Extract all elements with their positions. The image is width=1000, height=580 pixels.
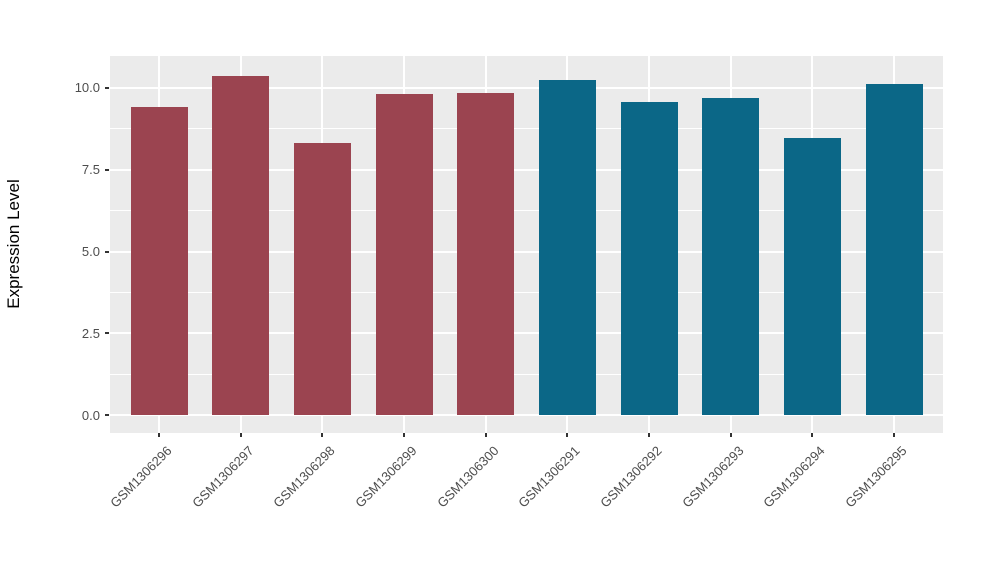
bar-GSM1306298 [293, 143, 351, 416]
y-tick-label: 2.5 [81, 325, 100, 341]
x-tick-label: GSM1306300 [433, 443, 502, 511]
y-tick-mark [105, 86, 109, 89]
x-tick-mark [158, 433, 160, 437]
x-tick-mark [566, 433, 569, 437]
x-tick-mark [893, 433, 895, 437]
y-tick-mark [105, 332, 109, 335]
minor-gridline-horizontal [110, 128, 943, 130]
major-gridline-horizontal [110, 86, 943, 89]
major-gridline-horizontal [110, 414, 943, 417]
y-tick-label: 0.0 [81, 407, 100, 423]
major-gridline-horizontal [110, 168, 943, 171]
bar-GSM1306291 [538, 79, 596, 416]
x-tick-label: GSM1306297 [188, 443, 257, 511]
y-tick-mark [105, 250, 109, 253]
y-tick-label: 10.0 [74, 80, 100, 96]
x-tick-mark [729, 433, 732, 437]
x-tick-label: GSM1306292 [597, 443, 665, 511]
bar-GSM1306294 [783, 138, 841, 416]
bar-GSM1306296 [130, 107, 188, 416]
bar-GSM1306292 [620, 102, 678, 416]
bar-GSM1306293 [702, 97, 760, 416]
x-tick-mark [811, 433, 814, 437]
x-tick-mark [648, 433, 650, 437]
x-tick-label: GSM1306291 [515, 443, 583, 511]
x-tick-mark [403, 433, 405, 437]
x-tick-mark [484, 433, 487, 437]
y-tick-mark [105, 168, 109, 171]
bar-GSM1306295 [865, 84, 923, 416]
y-tick-label: 7.5 [81, 162, 100, 178]
y-tick-mark [105, 414, 109, 417]
x-tick-label: GSM1306298 [270, 443, 338, 511]
minor-gridline-horizontal [110, 291, 943, 293]
plot-panel [110, 56, 943, 433]
x-tick-label: GSM1306295 [842, 443, 910, 511]
x-tick-label: GSM1306293 [678, 443, 747, 511]
minor-gridline-horizontal [110, 210, 943, 212]
x-tick-mark [239, 433, 242, 437]
major-gridline-horizontal [110, 250, 943, 253]
minor-gridline-horizontal [110, 373, 943, 375]
x-tick-label: GSM1306294 [760, 443, 828, 511]
y-tick-label: 5.0 [81, 244, 100, 259]
bar-GSM1306299 [375, 94, 433, 416]
major-gridline-horizontal [110, 332, 943, 335]
bar-GSM1306300 [457, 92, 515, 416]
x-tick-label: GSM1306299 [352, 443, 420, 511]
bar-GSM1306297 [212, 76, 270, 416]
x-tick-label: GSM1306296 [107, 443, 175, 511]
x-tick-mark [321, 433, 324, 437]
